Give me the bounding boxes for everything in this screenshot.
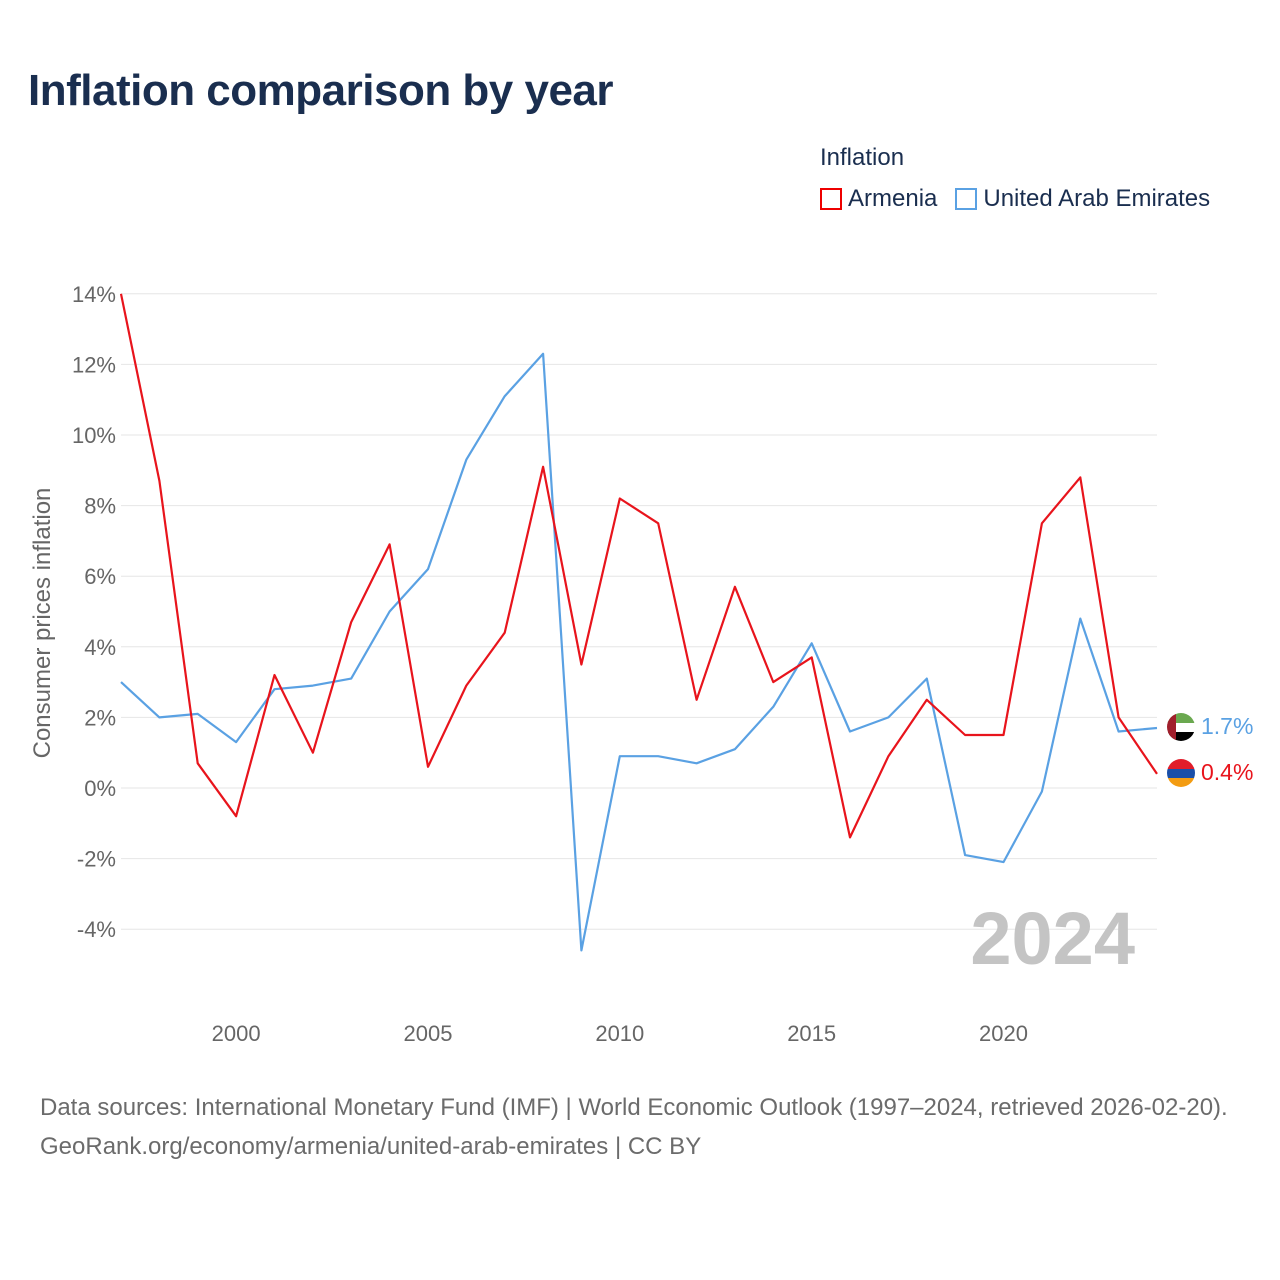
chart-title: Inflation comparison by year	[28, 66, 614, 115]
x-tick-label: 2010	[595, 1021, 644, 1046]
x-axis-ticks: 2000 2005 2010 2015 2020	[212, 1021, 1028, 1046]
x-tick-label: 2015	[787, 1021, 836, 1046]
legend-item-armenia[interactable]: Armenia	[820, 185, 937, 213]
y-axis-ticks: 14% 12% 10% 8% 6% 4% 2% 0% -2% -4%	[72, 282, 116, 942]
x-tick-label: 2020	[979, 1021, 1028, 1046]
year-watermark: 2024	[970, 897, 1135, 980]
legend-title: Inflation	[820, 144, 905, 171]
y-tick-label: 8%	[84, 494, 116, 519]
line-chart: 14%12%10%8%6%4%2%0%-2%-4% 2000 2005 2010 20…	[29, 282, 1253, 1046]
footer: Data sources: International Monetary Fun…	[40, 1088, 1250, 1166]
grid	[121, 293, 1157, 930]
legend-item-uae[interactable]: United Arab Emirates	[955, 185, 1210, 213]
legend-label-uae: United Arab Emirates	[983, 185, 1211, 212]
y-tick-label: -4%	[77, 917, 116, 942]
x-tick-label: 2005	[403, 1021, 452, 1046]
y-tick-label: 10%	[72, 423, 116, 448]
y-tick-label: 6%	[84, 564, 116, 589]
y-tick-label: 4%	[84, 635, 116, 660]
y-tick-label: -2%	[77, 847, 116, 872]
end-label-armenia: 0.4%	[1201, 759, 1253, 785]
y-tick-label: 12%	[72, 352, 116, 377]
y-tick-label: 0%	[84, 776, 116, 801]
legend-swatch-uae	[955, 188, 978, 210]
armenia-flag-icon	[1167, 759, 1195, 787]
y-tick-label: 14%	[72, 282, 116, 307]
end-label-uae: 1.7%	[1201, 713, 1253, 739]
legend-swatch-armenia	[820, 188, 842, 210]
data-sources: Data sources: International Monetary Fun…	[40, 1094, 1228, 1121]
end-labels: 1.7% 0.4%	[1167, 713, 1253, 787]
y-axis-label: Consumer prices inflation	[29, 488, 56, 759]
uae-flag-icon	[1167, 713, 1195, 741]
series	[119, 293, 1158, 952]
series-line-armenia[interactable]	[119, 293, 1158, 839]
legend: Armenia United Arab Emirates	[820, 185, 1228, 213]
series-line-uae[interactable]	[120, 352, 1158, 952]
legend-label-armenia: Armenia	[848, 185, 938, 212]
source-link[interactable]: GeoRank.org/economy/armenia/united-arab-…	[40, 1133, 702, 1160]
x-tick-label: 2000	[212, 1021, 261, 1046]
y-tick-label: 2%	[84, 705, 116, 730]
